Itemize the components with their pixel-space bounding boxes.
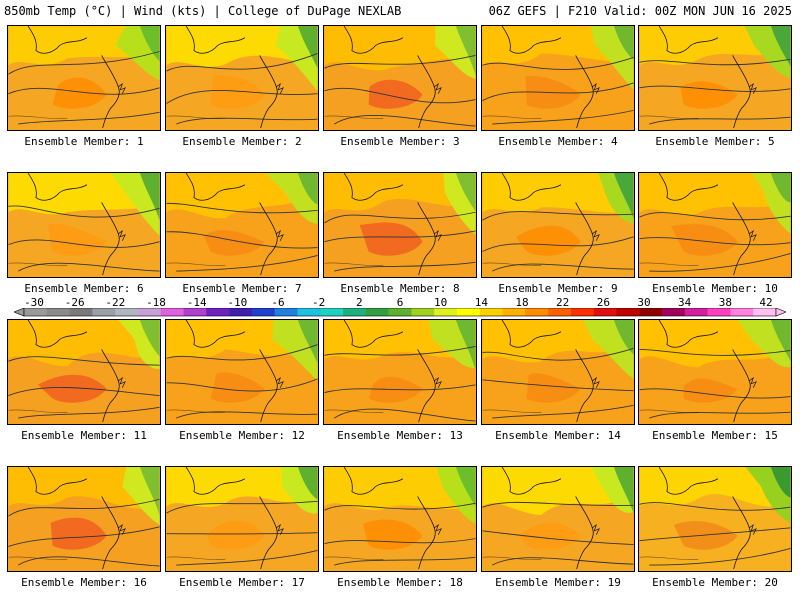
- header-valid-time: 06Z GEFS | F210 Valid: 00Z MON JUN 16 20…: [488, 4, 792, 18]
- ensemble-member-map: [165, 172, 319, 278]
- ensemble-member-map: [7, 466, 161, 572]
- ensemble-member-label: Ensemble Member: 20: [652, 576, 778, 589]
- ensemble-member-map: [481, 466, 635, 572]
- ensemble-member-label: Ensemble Member: 8: [340, 282, 460, 295]
- ensemble-member-map: [7, 25, 161, 131]
- ensemble-member-label: Ensemble Member: 17: [179, 576, 305, 589]
- ensemble-member-map: [323, 172, 477, 278]
- colorbar-tick-label: -14: [186, 296, 207, 309]
- colorbar-tick-label: -26: [64, 296, 85, 309]
- colorbar-tick-label: -2: [312, 296, 326, 309]
- colorbar-tick-label: -10: [227, 296, 248, 309]
- ensemble-member-label: Ensemble Member: 16: [21, 576, 147, 589]
- ensemble-member-map: [7, 172, 161, 278]
- colorbar-tick-label: 2: [356, 296, 363, 309]
- colorbar-tick-label: -18: [146, 296, 166, 309]
- colorbar-tick-label: 14: [474, 296, 488, 309]
- ensemble-member-map: [323, 25, 477, 131]
- ensemble-member-map: [7, 319, 161, 425]
- colorbar-tick-label: -6: [271, 296, 285, 309]
- ensemble-member-label: Ensemble Member: 4: [498, 135, 618, 148]
- ensemble-member-label: Ensemble Member: 13: [337, 429, 463, 442]
- ensemble-member-map: [165, 466, 319, 572]
- ensemble-member-label: Ensemble Member: 11: [21, 429, 147, 442]
- ensemble-member-map: [323, 319, 477, 425]
- colorbar-tick-label: 26: [596, 296, 610, 309]
- ensemble-member-label: Ensemble Member: 1: [24, 135, 144, 148]
- colorbar-tick-label: 10: [434, 296, 448, 309]
- colorbar-tick-label: 30: [637, 296, 651, 309]
- ensemble-member-map: [165, 319, 319, 425]
- ensemble-member-map: [481, 319, 635, 425]
- colorbar-tick-label: 22: [556, 296, 570, 309]
- ensemble-member-map: [165, 25, 319, 131]
- ensemble-member-label: Ensemble Member: 9: [498, 282, 618, 295]
- ensemble-member-label: Ensemble Member: 15: [652, 429, 778, 442]
- ensemble-member-map: [638, 319, 792, 425]
- ensemble-member-map: [638, 25, 792, 131]
- colorbar-tick-label: 42: [759, 296, 773, 309]
- ensemble-member-label: Ensemble Member: 2: [182, 135, 302, 148]
- ensemble-member-label: Ensemble Member: 6: [24, 282, 144, 295]
- ensemble-member-label: Ensemble Member: 12: [179, 429, 305, 442]
- colorbar: -30 -26 -22 -18 -14 -10 -6 -2 2 6 10 14 18 22 26 30 34 38…: [14, 296, 786, 320]
- ensemble-member-map: [638, 466, 792, 572]
- ensemble-member-map: [638, 172, 792, 278]
- ensemble-member-map: [481, 25, 635, 131]
- ensemble-member-map: [323, 466, 477, 572]
- ensemble-member-map: [481, 172, 635, 278]
- colorbar-tick-label: -22: [105, 296, 126, 309]
- colorbar-tick-label: 34: [678, 296, 692, 309]
- ensemble-member-label: Ensemble Member: 7: [182, 282, 302, 295]
- ensemble-member-label: Ensemble Member: 14: [495, 429, 621, 442]
- ensemble-member-label: Ensemble Member: 5: [655, 135, 775, 148]
- ensemble-member-label: Ensemble Member: 10: [652, 282, 778, 295]
- colorbar-tick-label: 6: [396, 296, 404, 309]
- colorbar-tick-label: 38: [718, 296, 732, 309]
- header-title: 850mb Temp (°C) | Wind (kts) | College o…: [4, 4, 402, 18]
- colorbar-tick-label: -30: [24, 296, 44, 309]
- ensemble-member-label: Ensemble Member: 3: [340, 135, 460, 148]
- ensemble-member-label: Ensemble Member: 18: [337, 576, 463, 589]
- colorbar-tick-label: 18: [515, 296, 529, 309]
- ensemble-member-label: Ensemble Member: 19: [495, 576, 621, 589]
